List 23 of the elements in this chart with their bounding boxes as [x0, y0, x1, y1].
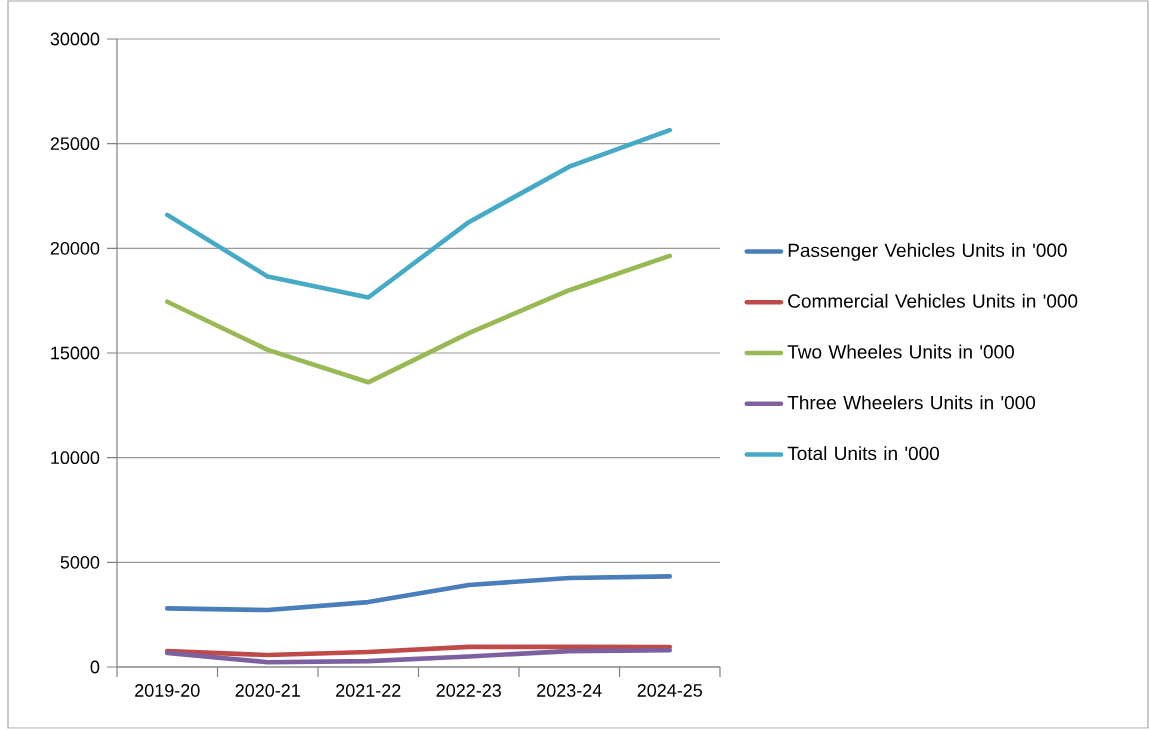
- x-tick-label: 2024-25: [637, 684, 702, 697]
- x-tick-label: 2019-20: [135, 684, 200, 697]
- y-tick-label: 30000: [50, 32, 100, 46]
- x-tick-label: 2020-21: [235, 684, 300, 697]
- y-tick-label: 20000: [50, 241, 100, 255]
- legend-label: Total Units in '000: [787, 446, 939, 461]
- line-series: [164, 647, 673, 665]
- legend-label: Passenger Vehicles Units in '000: [788, 243, 1067, 261]
- line-series: [164, 574, 673, 613]
- line-series: [164, 644, 673, 658]
- y-tick-label: 0: [90, 660, 100, 674]
- x-tick-label: 2022-23: [436, 684, 501, 697]
- legend-label: Commercial Vehicles Units in '000: [788, 293, 1078, 308]
- x-tick-label: 2023-24: [537, 684, 602, 697]
- y-tick-label: 10000: [51, 451, 100, 465]
- legend-label: Two Wheeles Units in '000: [787, 344, 1014, 359]
- y-tick-label: 15000: [51, 346, 100, 360]
- legend-label: Three Wheelers Units in '000: [787, 395, 1036, 410]
- line-series: [164, 127, 673, 300]
- y-tick-label: 25000: [50, 137, 100, 151]
- y-tick-label: 5000: [60, 555, 100, 569]
- x-tick-label: 2021-22: [336, 684, 401, 697]
- line-series: [164, 253, 673, 385]
